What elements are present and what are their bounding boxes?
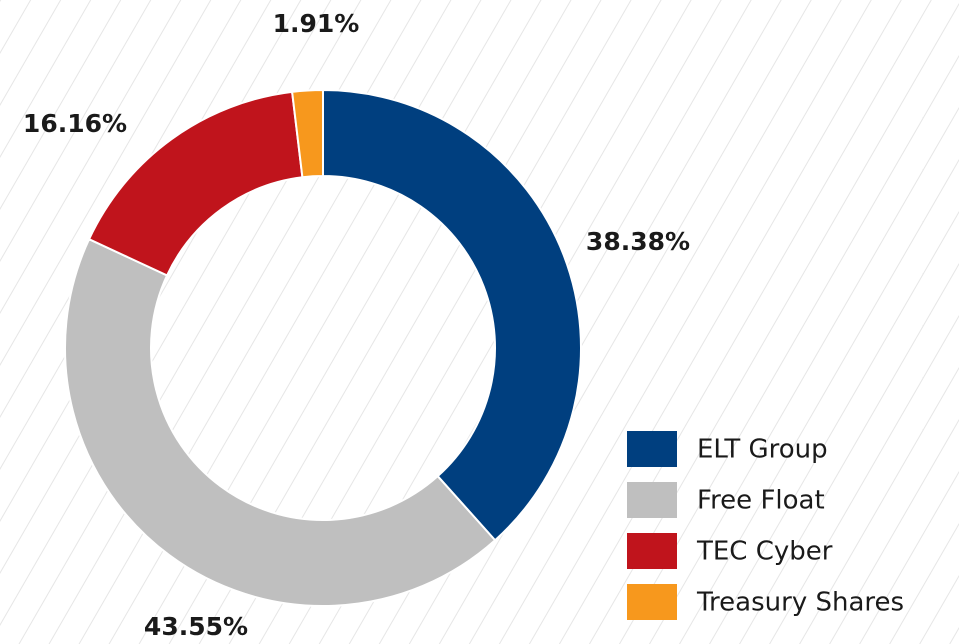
data-label: 43.55% (144, 612, 248, 641)
legend: ELT Group Free Float TEC Cyber Treasury Sha… (627, 431, 904, 620)
donut-slice (322, 88, 582, 542)
donut (64, 88, 582, 607)
legend-swatch (627, 431, 677, 467)
legend-swatch (627, 584, 677, 620)
donut-slice (290, 88, 324, 179)
legend-label: Free Float (697, 486, 825, 516)
data-label: 1.91% (273, 9, 360, 38)
donut-slice (64, 237, 497, 607)
legend-swatch (627, 482, 677, 518)
legend-label: ELT Group (697, 435, 828, 465)
legend-label: Treasury Shares (696, 588, 904, 618)
legend-swatch (627, 533, 677, 569)
data-label: 38.38% (586, 227, 690, 256)
legend-label: TEC Cyber (696, 537, 833, 567)
data-labels: 38.38% 43.55% 16.16% 1.91% (23, 9, 690, 641)
data-label: 16.16% (23, 109, 127, 138)
